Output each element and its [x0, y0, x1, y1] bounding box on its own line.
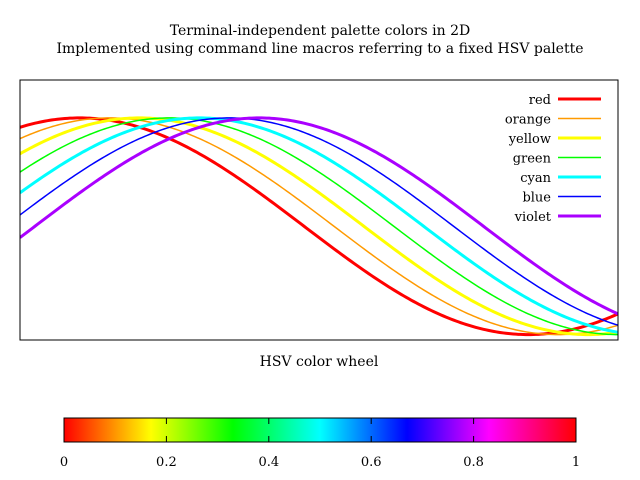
series-line-yellow [20, 116, 618, 337]
series-group [20, 116, 618, 337]
series-line-blue [20, 117, 618, 326]
series-line-orange [20, 117, 618, 336]
legend: red orange yellow green cyan blue violet [505, 93, 601, 225]
chart-title: Terminal-independent palette colors in 2… [170, 23, 471, 39]
chart-subtitle: Implemented using command line macros re… [57, 41, 584, 57]
colorbar-tick-label: 0 [60, 455, 68, 470]
series-line-cyan [20, 116, 618, 334]
series-line-red [20, 116, 618, 337]
legend-label-violet: violet [514, 210, 552, 225]
colorbar-tick-label: 1 [572, 455, 580, 470]
colorbar-tick-label: 0.2 [156, 455, 177, 470]
colorbar-tick-label: 0.4 [258, 455, 279, 470]
series-line-violet [20, 116, 618, 316]
x-axis-label: HSV color wheel [260, 354, 379, 370]
colorbar-ticks: 0 0.2 0.4 0.6 0.8 1 [60, 418, 580, 470]
colorbar [63, 417, 577, 443]
series-line-green [20, 117, 618, 336]
legend-label-red: red [529, 93, 551, 108]
legend-label-cyan: cyan [520, 171, 551, 186]
plot-border [19, 79, 619, 341]
legend-label-green: green [513, 152, 552, 167]
colorbar-tick-label: 0.8 [463, 455, 484, 470]
legend-label-orange: orange [505, 113, 551, 128]
colorbar-tick-label: 0.6 [361, 455, 382, 470]
legend-label-blue: blue [522, 191, 551, 206]
legend-label-yellow: yellow [508, 132, 551, 147]
